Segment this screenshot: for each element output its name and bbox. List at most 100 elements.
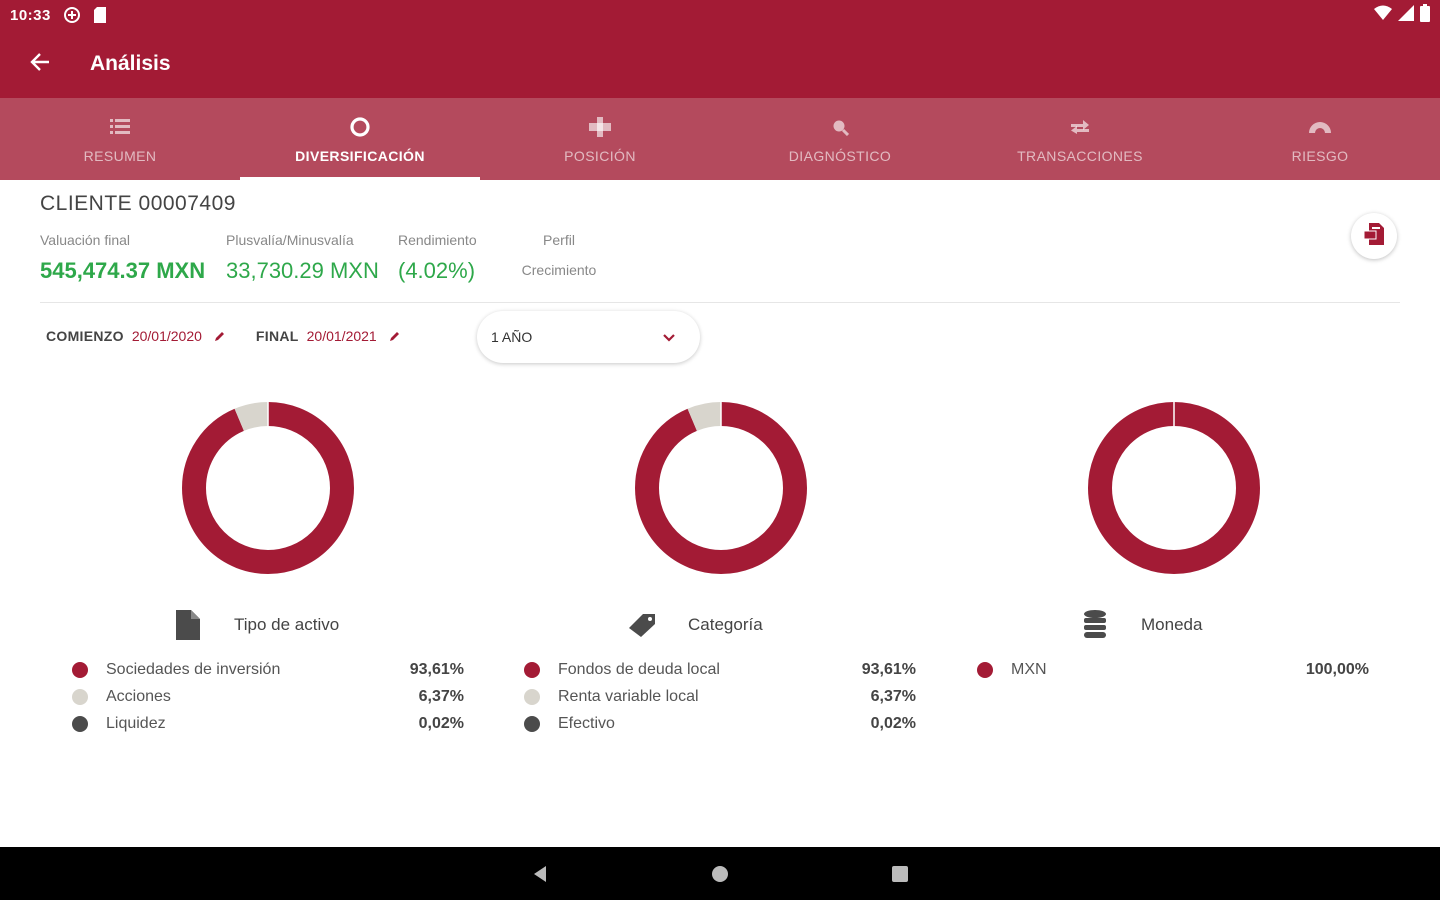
end-date-label: FINAL [255, 328, 299, 344]
legend-label: Efectivo [558, 714, 615, 732]
tab-label: DIVERSIFICACIÓN [295, 148, 425, 164]
chart-header-categoria: Categoría [622, 606, 763, 644]
pdf-document-icon [1363, 222, 1384, 250]
wifi-icon [1374, 5, 1392, 25]
legend-dot [524, 688, 540, 705]
sync-icon [63, 6, 81, 24]
legend-label: Sociedades de inversión [106, 660, 281, 678]
chart-header-moneda: Moneda [1075, 606, 1202, 644]
legend-value: 93,61% [861, 660, 916, 678]
tab-label: RIESGO [1291, 148, 1349, 164]
ring-icon [349, 114, 371, 140]
transactions-icon [1069, 114, 1091, 140]
tab-label: POSICIÓN [564, 148, 636, 164]
start-date-value[interactable]: 20/01/2020 [131, 328, 202, 344]
legend-dot [72, 715, 88, 732]
legend-moneda: MXN 100,00% [977, 656, 1369, 683]
client-name: CLIENTE 00007409 [40, 192, 236, 215]
period-select[interactable]: 1 AÑO [477, 311, 700, 363]
legend-dot [977, 661, 993, 678]
legend-dot [524, 661, 540, 678]
legend-item: Fondos de deuda local 93,61% [524, 656, 916, 683]
tab-resumen[interactable]: RESUMEN [0, 98, 240, 180]
metric-rendimiento: Rendimiento (4.02%) [398, 232, 504, 284]
list-icon [110, 114, 130, 140]
metric-label: Valuación final [40, 232, 131, 248]
legend-label: Acciones [106, 687, 171, 705]
donut-chart-tipo-activo [182, 402, 354, 574]
metric-value: 33,730.29 MXN [226, 258, 379, 283]
legend-value: 100,00% [1305, 660, 1369, 678]
nav-recents-button[interactable] [810, 865, 990, 883]
legend-label: Liquidez [106, 714, 166, 732]
metric-label: Rendimiento [398, 232, 477, 248]
metric-label: Plusvalía/Minusvalía [226, 232, 354, 248]
position-icon [589, 114, 611, 140]
metric-label: Perfil [543, 232, 575, 248]
status-bar: 10:33 [0, 0, 1440, 30]
legend-value: 6,37% [870, 687, 916, 705]
legend-tipo-activo: Sociedades de inversión 93,61% Acciones … [72, 656, 464, 737]
chart-title: Tipo de activo [234, 615, 340, 634]
tab-riesgo[interactable]: RIESGO [1200, 98, 1440, 180]
edit-start-date-pencil-icon[interactable] [214, 330, 226, 342]
tab-bar: RESUMEN DIVERSIFICACIÓN POSICIÓN DIAGNÓS… [0, 98, 1440, 180]
period-select-value: 1 AÑO [491, 329, 533, 345]
legend-dot [524, 715, 540, 732]
tab-posicion[interactable]: POSICIÓN [480, 98, 720, 180]
legend-item: MXN 100,00% [977, 656, 1369, 683]
legend-item: Acciones 6,37% [72, 683, 464, 710]
tab-label: RESUMEN [83, 148, 157, 164]
status-icons [1374, 4, 1430, 26]
chevron-down-icon [662, 333, 676, 342]
metric-value: (4.02%) [398, 258, 476, 283]
donut-chart-categoria [635, 402, 807, 574]
signal-icon [1398, 5, 1414, 25]
donut-slice [182, 402, 354, 574]
back-button[interactable] [0, 30, 80, 98]
legend-item: Sociedades de inversión 93,61% [72, 656, 464, 683]
document-icon [168, 610, 208, 640]
tab-transacciones[interactable]: TRANSACCIONES [960, 98, 1200, 180]
legend-dot [72, 661, 88, 678]
app-bar: Análisis [0, 30, 1440, 98]
battery-icon [1420, 4, 1430, 26]
metric-valuacion: Valuación final 545,474.37 MXN [40, 232, 226, 284]
donut-chart-moneda [1088, 402, 1260, 574]
metric-value: 545,474.37 MXN [40, 258, 206, 283]
chart-title: Categoría [688, 615, 763, 634]
legend-item: Liquidez 0,02% [72, 710, 464, 737]
tab-label: TRANSACCIONES [1017, 148, 1143, 164]
client-metrics: Valuación final 545,474.37 MXN Plusvalía… [40, 232, 614, 284]
metric-value: Crecimiento [521, 262, 597, 278]
tab-diversificacion[interactable]: DIVERSIFICACIÓN [240, 98, 480, 180]
chart-title: Moneda [1141, 615, 1203, 634]
sd-card-icon [93, 6, 107, 24]
export-pdf-button[interactable] [1351, 213, 1397, 259]
nav-back-button[interactable] [450, 865, 630, 883]
legend-label: Fondos de deuda local [558, 660, 720, 678]
legend-item: Efectivo 0,02% [524, 710, 916, 737]
tab-label: DIAGNÓSTICO [788, 148, 892, 164]
legend-item: Renta variable local 6,37% [524, 683, 916, 710]
date-range: COMIENZO 20/01/2020 FINAL 20/01/2021 [46, 318, 401, 354]
nav-home-button[interactable] [630, 865, 810, 883]
end-date-value[interactable]: 20/01/2021 [306, 328, 377, 344]
divider [40, 302, 1400, 303]
arrow-back-icon [29, 51, 51, 78]
legend-label: MXN [1011, 660, 1047, 678]
legend-label: Renta variable local [558, 687, 699, 705]
donut-slice [1088, 402, 1260, 574]
page-title: Análisis [90, 52, 171, 75]
tab-diagnostico[interactable]: DIAGNÓSTICO [720, 98, 960, 180]
start-date-label: COMIENZO [46, 328, 124, 344]
edit-end-date-pencil-icon[interactable] [389, 330, 401, 342]
gauge-icon [1308, 114, 1332, 140]
status-time: 10:33 [10, 6, 51, 24]
legend-value: 0,02% [870, 714, 916, 732]
tag-icon [622, 612, 662, 638]
donut-slice [635, 402, 807, 574]
legend-value: 6,37% [418, 687, 464, 705]
legend-dot [72, 688, 88, 705]
